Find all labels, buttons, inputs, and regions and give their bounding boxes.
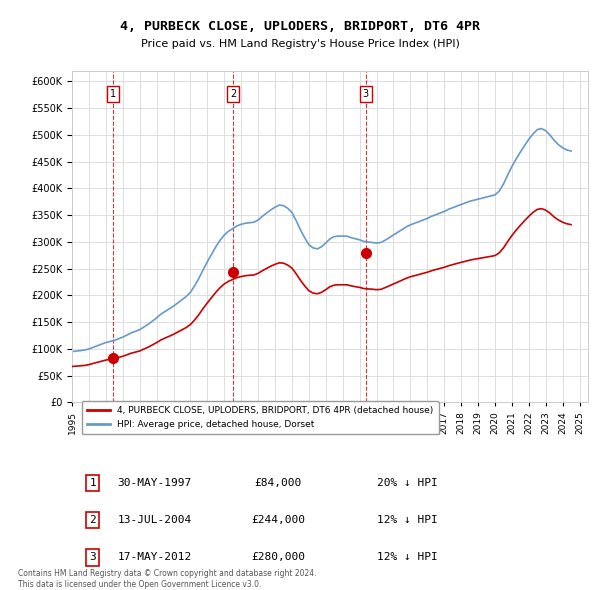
Text: £244,000: £244,000 — [251, 515, 305, 525]
Text: £280,000: £280,000 — [251, 552, 305, 562]
Text: 4, PURBECK CLOSE, UPLODERS, BRIDPORT, DT6 4PR: 4, PURBECK CLOSE, UPLODERS, BRIDPORT, DT… — [120, 20, 480, 33]
Text: 30-MAY-1997: 30-MAY-1997 — [118, 478, 191, 488]
Text: 3: 3 — [89, 552, 96, 562]
Text: 20% ↓ HPI: 20% ↓ HPI — [377, 478, 438, 488]
Text: 1: 1 — [89, 478, 96, 488]
Text: 3: 3 — [363, 89, 369, 99]
Text: 12% ↓ HPI: 12% ↓ HPI — [377, 552, 438, 562]
Text: Contains HM Land Registry data © Crown copyright and database right 2024.: Contains HM Land Registry data © Crown c… — [18, 569, 317, 578]
Text: 13-JUL-2004: 13-JUL-2004 — [118, 515, 191, 525]
Text: 12% ↓ HPI: 12% ↓ HPI — [377, 515, 438, 525]
Text: 2: 2 — [89, 515, 96, 525]
Text: £84,000: £84,000 — [255, 478, 302, 488]
Text: This data is licensed under the Open Government Licence v3.0.: This data is licensed under the Open Gov… — [18, 579, 262, 589]
Text: 2: 2 — [230, 89, 236, 99]
Legend: 4, PURBECK CLOSE, UPLODERS, BRIDPORT, DT6 4PR (detached house), HPI: Average pri: 4, PURBECK CLOSE, UPLODERS, BRIDPORT, DT… — [82, 401, 439, 434]
Text: 1: 1 — [110, 89, 116, 99]
Text: Price paid vs. HM Land Registry's House Price Index (HPI): Price paid vs. HM Land Registry's House … — [140, 40, 460, 49]
Text: 17-MAY-2012: 17-MAY-2012 — [118, 552, 191, 562]
